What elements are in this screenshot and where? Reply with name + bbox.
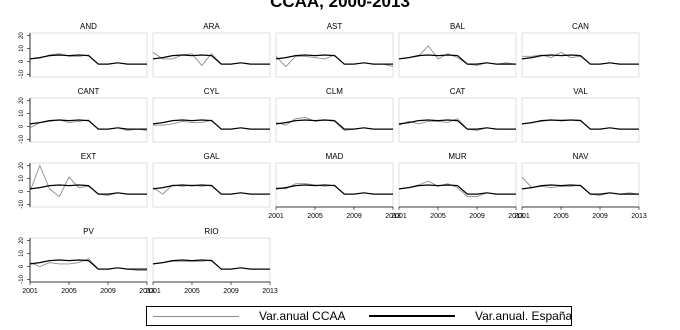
series-espana-ara xyxy=(152,54,270,65)
y-tick-label-ext: 10 xyxy=(19,175,25,182)
chart-title: CCAA, 2000-2013 xyxy=(270,0,410,11)
panel-frame-cyl xyxy=(152,97,271,143)
panel-title-ext: EXT xyxy=(81,152,97,161)
y-tick-label-pv: 10 xyxy=(19,250,25,257)
panel-title-ara: ARA xyxy=(203,22,220,31)
panel-title-cant: CANT xyxy=(78,87,100,96)
panel-title-mad: MAD xyxy=(326,152,344,161)
x-tick-label-mur: 2001 xyxy=(391,213,407,220)
panel-frame-gal xyxy=(152,162,271,208)
panel-title-can: CAN xyxy=(572,22,589,31)
legend-item-ccaa: Var.anual CCAA xyxy=(153,307,346,325)
x-tick-label-rio: 2005 xyxy=(184,288,200,295)
x-tick-label-mad: 2013 xyxy=(385,213,401,220)
series-ccaa-ext xyxy=(29,164,147,198)
series-ccaa-ara xyxy=(152,52,270,67)
y-tick-label-and: 10 xyxy=(19,45,25,52)
x-tick-label-mad: 2001 xyxy=(268,213,284,220)
legend-item-espana: Var.anual. España xyxy=(369,307,572,325)
series-espana-nav xyxy=(521,184,639,195)
small-multiples-chart: AND -10 0 10 20 ARA AST BAL CAN CANT -10 0 10 20 CYL CL… xyxy=(19,22,647,295)
series-espana-cant xyxy=(29,119,147,130)
series-espana-rio xyxy=(152,259,270,270)
x-tick-label-mur: 2009 xyxy=(469,213,485,220)
y-tick-label-and: 20 xyxy=(19,32,25,39)
y-tick-label-pv: 20 xyxy=(19,237,25,244)
series-espana-mad xyxy=(275,184,393,195)
y-tick-label-pv: 0 xyxy=(19,264,25,268)
panel-title-clm: CLM xyxy=(326,87,343,96)
panel-frame-cat xyxy=(398,97,517,143)
series-ccaa-can xyxy=(522,51,639,65)
series-espana-pv xyxy=(29,259,147,270)
panel-title-rio: RIO xyxy=(204,227,218,236)
series-espana-and xyxy=(29,54,147,65)
series-espana-cat xyxy=(398,119,516,130)
x-tick-label-nav: 2009 xyxy=(592,213,608,220)
x-tick-label-mad: 2009 xyxy=(346,213,362,220)
panel-title-ast: AST xyxy=(327,22,343,31)
series-espana-gal xyxy=(152,184,270,195)
y-tick-label-and: 0 xyxy=(19,59,25,63)
legend-swatch-espana xyxy=(369,315,455,317)
x-tick-label-mad: 2005 xyxy=(307,213,323,220)
panel-title-cyl: CYL xyxy=(204,87,220,96)
panel-title-cat: CAT xyxy=(450,87,466,96)
x-tick-label-mur: 2005 xyxy=(430,213,446,220)
chart-legend: Var.anual CCAA Var.anual. España xyxy=(146,306,572,326)
x-tick-label-nav: 2001 xyxy=(514,213,530,220)
series-ccaa-ast xyxy=(275,54,394,68)
legend-label-espana: Var.anual. España xyxy=(475,309,573,323)
y-tick-label-ext: 20 xyxy=(19,162,25,169)
series-espana-ext xyxy=(29,184,147,195)
panel-title-mur: MUR xyxy=(448,152,466,161)
panel-title-bal: BAL xyxy=(450,22,466,31)
series-espana-val xyxy=(521,119,639,130)
series-espana-cyl xyxy=(152,119,270,130)
panel-title-gal: GAL xyxy=(203,152,220,161)
y-tick-label-pv: -10 xyxy=(19,274,25,283)
series-espana-clm xyxy=(275,119,393,130)
y-tick-label-cant: -10 xyxy=(19,134,25,143)
series-espana-mur xyxy=(398,184,516,195)
panel-frame-val xyxy=(521,97,640,143)
y-tick-label-ext: -10 xyxy=(19,199,25,208)
x-tick-label-rio: 2001 xyxy=(145,288,161,295)
x-tick-label-nav: 2013 xyxy=(631,213,647,220)
x-tick-label-rio: 2013 xyxy=(262,288,278,295)
y-tick-label-cant: 0 xyxy=(19,124,25,128)
panel-frame-can xyxy=(521,32,640,78)
y-tick-label-cant: 20 xyxy=(19,97,25,104)
x-tick-label-pv: 2013 xyxy=(139,288,155,295)
x-tick-label-pv: 2009 xyxy=(100,288,116,295)
panel-title-and: AND xyxy=(80,22,97,31)
series-ccaa-clm xyxy=(275,116,393,131)
panel-frame-clm xyxy=(275,97,394,143)
panel-frame-ara xyxy=(152,32,271,78)
x-tick-label-nav: 2005 xyxy=(553,213,569,220)
x-tick-label-rio: 2009 xyxy=(223,288,239,295)
x-tick-label-mur: 2013 xyxy=(508,213,524,220)
x-tick-label-pv: 2001 xyxy=(22,288,38,295)
legend-swatch-ccaa xyxy=(153,315,239,317)
panel-frame-ast xyxy=(275,32,394,78)
panel-title-nav: NAV xyxy=(573,152,590,161)
panel-frame-bal xyxy=(398,32,517,78)
y-tick-label-and: -10 xyxy=(19,69,25,78)
panel-title-val: VAL xyxy=(573,87,588,96)
legend-label-ccaa: Var.anual CCAA xyxy=(259,309,346,323)
x-tick-label-pv: 2005 xyxy=(61,288,77,295)
series-espana-can xyxy=(521,54,639,65)
panel-title-pv: PV xyxy=(83,227,94,236)
series-espana-ast xyxy=(275,54,393,65)
y-tick-label-ext: 0 xyxy=(19,189,25,193)
y-tick-label-cant: 10 xyxy=(19,110,25,117)
series-espana-bal xyxy=(398,54,516,65)
